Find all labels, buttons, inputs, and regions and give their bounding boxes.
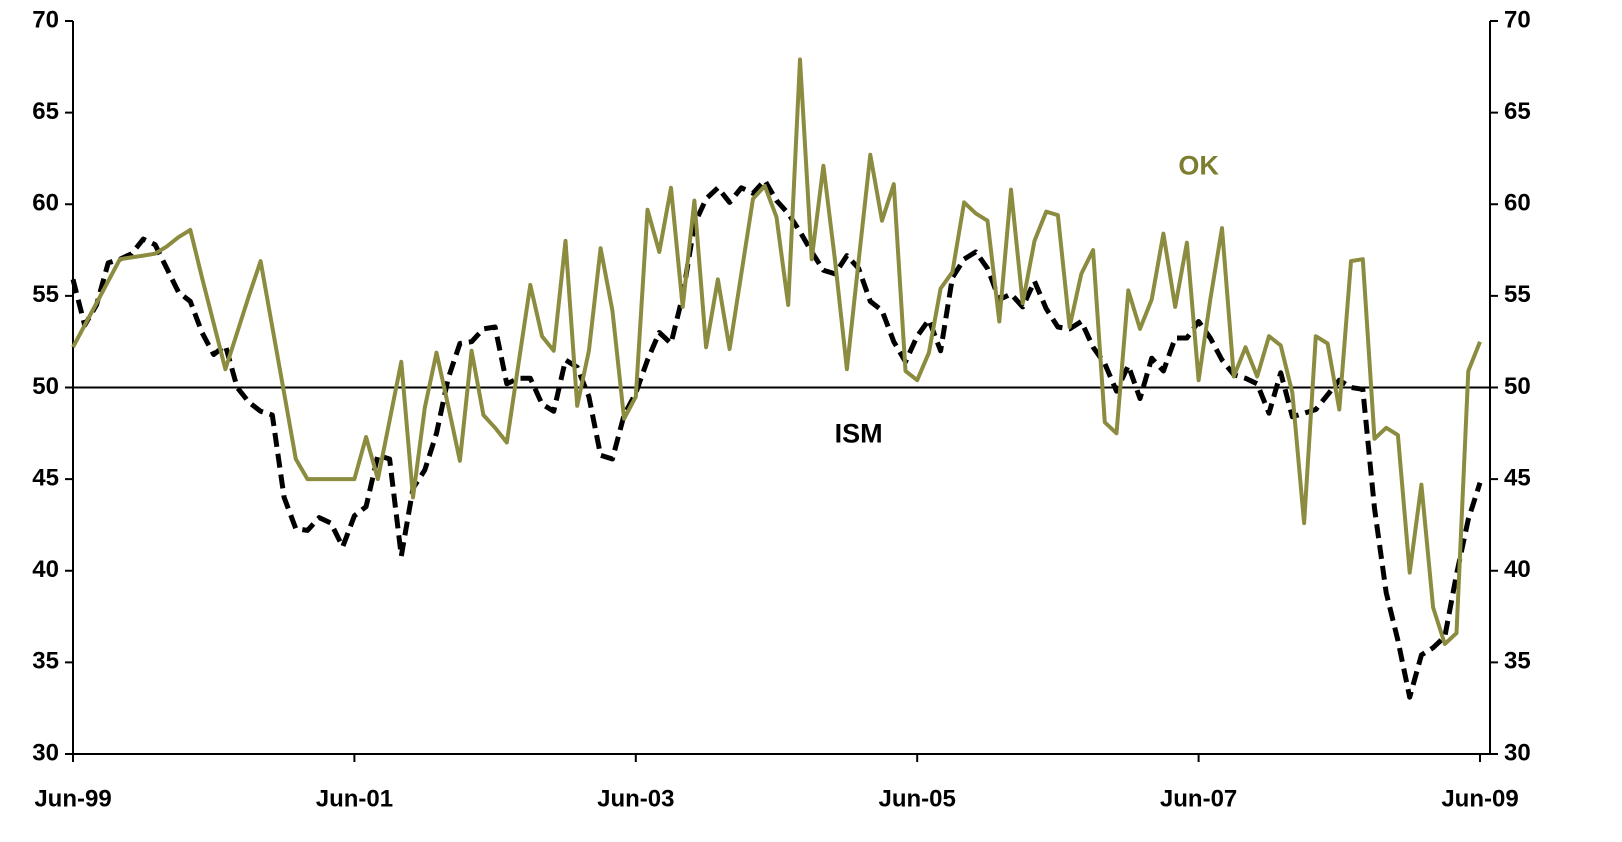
x-tick-label: Jun-05 xyxy=(879,785,956,812)
x-tick-label: Jun-09 xyxy=(1441,785,1518,812)
series-line xyxy=(70,177,1483,700)
y-tick-label: 45 xyxy=(32,464,59,491)
y2-tick-label: 45 xyxy=(1504,464,1531,491)
y2-tick-label: 55 xyxy=(1504,281,1531,308)
y-tick-label: 55 xyxy=(32,281,59,308)
y-tick-label: 65 xyxy=(32,98,59,125)
y-tick-label: 40 xyxy=(32,556,59,583)
annotation: OK xyxy=(1178,151,1219,181)
series-line xyxy=(71,57,1482,646)
y2-tick-label: 70 xyxy=(1504,6,1531,33)
y2-tick-label: 30 xyxy=(1504,739,1531,766)
x-tick-label: Jun-03 xyxy=(597,785,674,812)
y-tick-label: 35 xyxy=(32,648,59,675)
annotation: ISM xyxy=(835,418,883,448)
x-tick-label: Jun-01 xyxy=(316,785,393,812)
y-tick-label: 50 xyxy=(32,373,59,400)
x-tick-label: Jun-99 xyxy=(34,785,111,812)
y2-tick-label: 35 xyxy=(1504,648,1531,675)
x-tick-label: Jun-07 xyxy=(1160,785,1237,812)
y2-tick-label: 65 xyxy=(1504,98,1531,125)
y2-tick-label: 60 xyxy=(1504,190,1531,217)
y-tick-label: 30 xyxy=(32,739,59,766)
y2-tick-label: 50 xyxy=(1504,373,1531,400)
y-tick-label: 70 xyxy=(32,6,59,33)
y-tick-label: 60 xyxy=(32,190,59,217)
y2-tick-label: 40 xyxy=(1504,556,1531,583)
